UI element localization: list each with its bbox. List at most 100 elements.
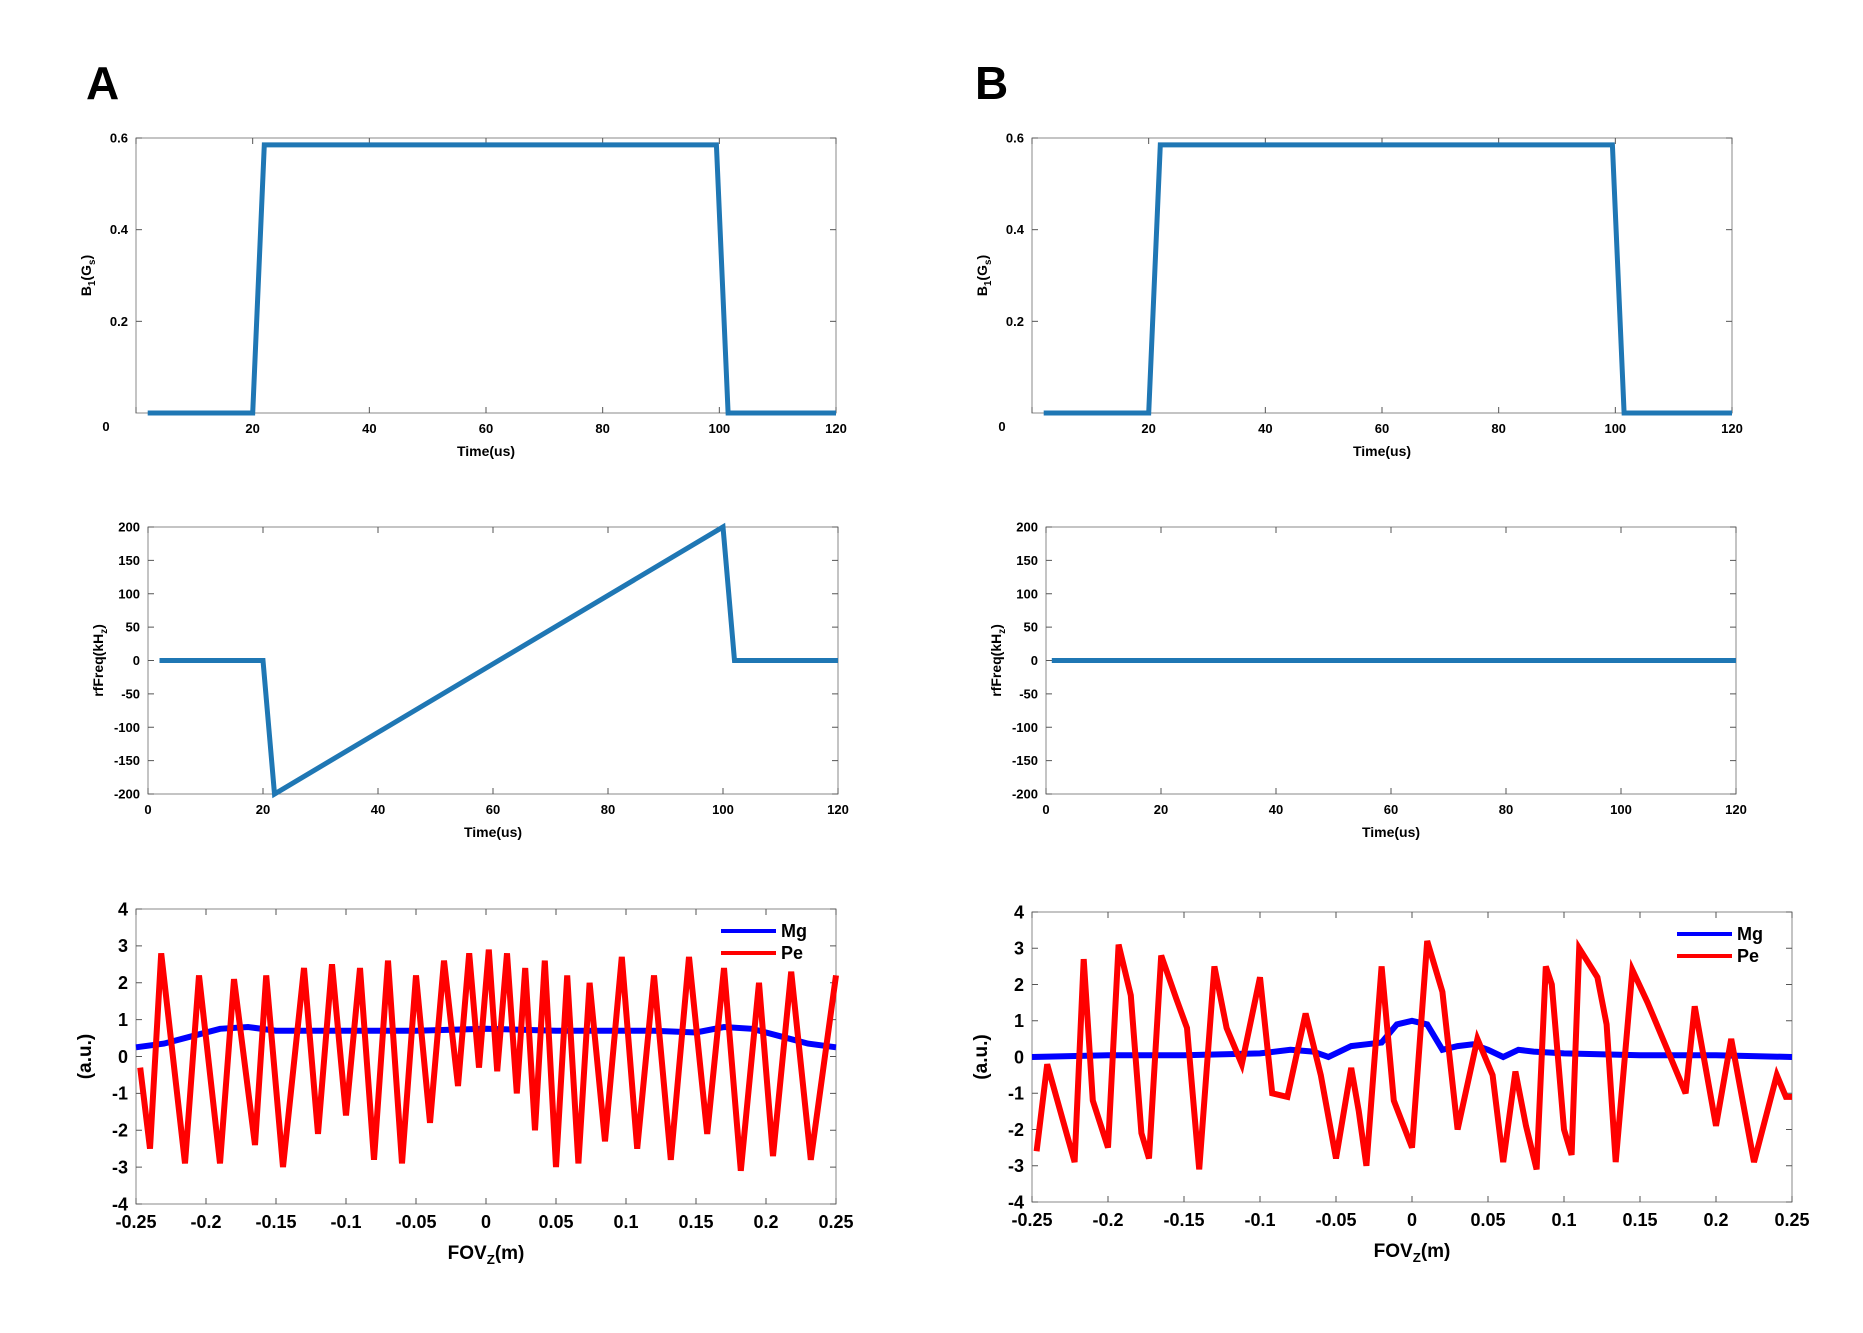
panel-label-b: B	[975, 57, 1009, 109]
x-axis-label: Time(us)	[1362, 824, 1420, 840]
x-tick-label: 120	[825, 421, 847, 436]
x-tick-label: -0.1	[1244, 1210, 1275, 1230]
x-tick-label: -0.15	[255, 1212, 296, 1232]
y-axis-label: B1(Gs)	[78, 255, 98, 296]
x-tick-label: 0.15	[678, 1212, 713, 1232]
x-tick-label: 40	[371, 802, 385, 817]
x-tick-label: -0.2	[190, 1212, 221, 1232]
x-tick-label: 100	[708, 421, 730, 436]
x-tick-label: 80	[1491, 421, 1505, 436]
y-tick-label: 0	[118, 1047, 128, 1067]
y-tick-label: 0.4	[1006, 222, 1025, 237]
y-tick-label: 100	[1016, 586, 1038, 601]
y-tick-label: 100	[118, 586, 140, 601]
x-tick-label: 100	[1604, 421, 1626, 436]
y-tick-label: 150	[118, 553, 140, 568]
y-tick-label: 3	[1014, 939, 1024, 959]
x-tick-label: 0.15	[1622, 1210, 1657, 1230]
y-tick-label: -4	[112, 1194, 128, 1214]
x-tick-label: 0.05	[538, 1212, 573, 1232]
x-tick-label: -0.2	[1092, 1210, 1123, 1230]
y-tick-label: 1	[118, 1010, 128, 1030]
y-axis-label: rfFreq(kHz)	[90, 624, 110, 697]
x-axis-label: Time(us)	[464, 824, 522, 840]
y-tick-label: 50	[1024, 620, 1038, 635]
y-tick-label: 2	[118, 973, 128, 993]
series-Pe	[137, 949, 839, 1172]
x-tick-label: 0	[998, 419, 1005, 434]
series-rfFreq	[159, 522, 838, 799]
chart-A-prof: -0.25 -0.2 -0.15 -0.1 -0.05 0 0.05 0.1 0.15 0.2 0.…	[75, 899, 854, 1267]
y-tick-label: 0.2	[1006, 314, 1024, 329]
y-tick-label: 3	[118, 936, 128, 956]
x-tick-label: 100	[712, 802, 734, 817]
y-tick-label: -3	[112, 1157, 128, 1177]
x-tick-label: 0.25	[1774, 1210, 1809, 1230]
x-axis-label: Time(us)	[457, 443, 515, 459]
x-tick-label: 100	[1610, 802, 1632, 817]
y-tick-label: 50	[126, 620, 140, 635]
legend-label-Pe: Pe	[781, 943, 803, 963]
series-B1	[147, 142, 836, 416]
x-tick-label: 0	[102, 419, 109, 434]
x-tick-label: 0.05	[1470, 1210, 1505, 1230]
x-tick-label: -0.05	[395, 1212, 436, 1232]
x-axis-label: Time(us)	[1353, 443, 1411, 459]
y-tick-label: 4	[118, 899, 128, 919]
y-axis-label: rfFreq(kHz)	[988, 624, 1008, 697]
chart-A-freq: 0 20 40 60 80 100 120 -200 -150 -100 -50 0 50 100 150 2…	[90, 520, 849, 840]
panel-label-a: A	[86, 57, 120, 109]
y-tick-label: 0	[1014, 1047, 1024, 1067]
y-tick-label: -50	[1019, 686, 1038, 701]
x-tick-label: 120	[1721, 421, 1743, 436]
y-tick-label: -2	[112, 1121, 128, 1141]
x-tick-label: -0.15	[1163, 1210, 1204, 1230]
x-tick-label: 0.1	[613, 1212, 638, 1232]
legend-label-Mg: Mg	[1737, 924, 1763, 944]
chart-B-prof: -0.25 -0.2 -0.15 -0.1 -0.05 0 0.05 0.1 0.15 0.2 0.…	[971, 902, 1810, 1265]
x-tick-label: 0	[144, 802, 151, 817]
x-tick-label: 60	[479, 421, 493, 436]
y-tick-label: 0.6	[1006, 131, 1024, 146]
y-tick-label: -50	[121, 686, 140, 701]
x-tick-label: 20	[1154, 802, 1168, 817]
x-tick-label: 60	[1384, 802, 1398, 817]
y-tick-label: 0.4	[110, 222, 129, 237]
plot-frame	[1031, 137, 1733, 414]
x-tick-label: 80	[1499, 802, 1513, 817]
y-tick-label: 0.2	[110, 314, 128, 329]
x-tick-label: 20	[1141, 421, 1155, 436]
y-axis-label: (a.u.)	[971, 1034, 992, 1079]
legend-label-Mg: Mg	[781, 921, 807, 941]
y-tick-label: 0	[1031, 653, 1038, 668]
y-tick-label: 200	[1016, 520, 1038, 535]
y-tick-label: -200	[1012, 787, 1038, 802]
y-tick-label: 4	[1014, 902, 1024, 922]
x-tick-label: 20	[256, 802, 270, 817]
x-tick-label: 20	[245, 421, 259, 436]
y-tick-label: 0.6	[110, 131, 128, 146]
series-Mg	[1031, 1017, 1793, 1061]
x-tick-label: 0	[1042, 802, 1049, 817]
x-tick-label: 40	[1258, 421, 1272, 436]
x-tick-label: 80	[601, 802, 615, 817]
y-tick-label: -1	[112, 1084, 128, 1104]
y-axis-label: B1(Gs)	[974, 255, 994, 296]
x-axis-label: FOVZ(m)	[1374, 1241, 1451, 1265]
y-tick-label: 200	[118, 520, 140, 535]
x-tick-label: 0.2	[1703, 1210, 1728, 1230]
y-axis-label: (a.u.)	[75, 1034, 96, 1079]
x-tick-label: 40	[1269, 802, 1283, 817]
y-tick-label: -150	[1012, 753, 1038, 768]
x-axis-label: FOVZ(m)	[448, 1243, 525, 1267]
y-tick-label: -100	[114, 720, 140, 735]
y-tick-label: -200	[114, 787, 140, 802]
x-tick-label: 0.2	[753, 1212, 778, 1232]
x-tick-label: -0.25	[115, 1212, 156, 1232]
y-tick-label: 2	[1014, 975, 1024, 995]
x-tick-label: 120	[1725, 802, 1747, 817]
x-tick-label: -0.1	[330, 1212, 361, 1232]
